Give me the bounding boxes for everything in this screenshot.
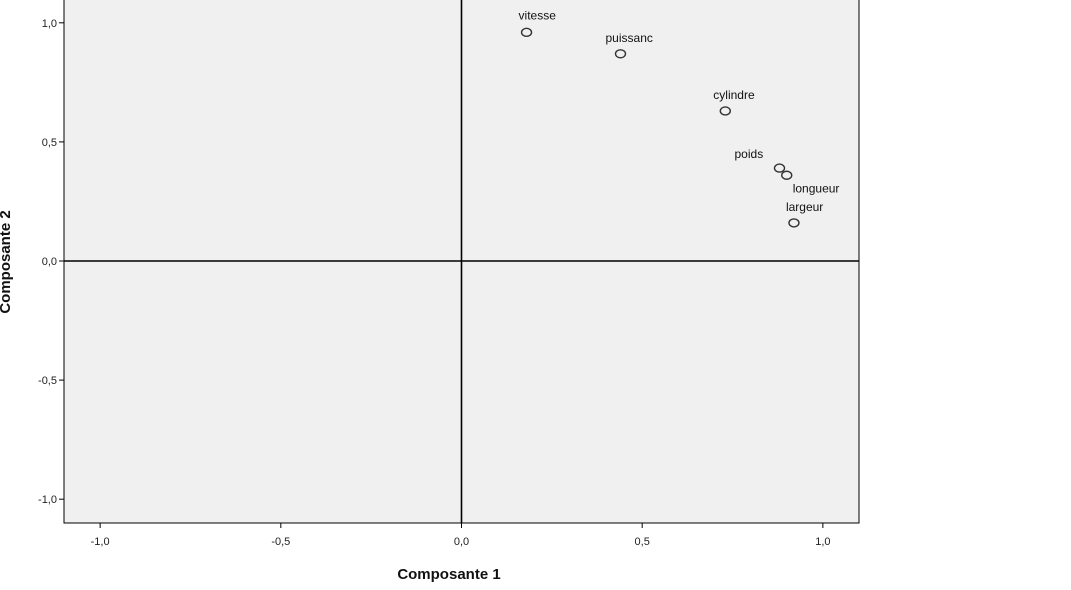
data-point-label: poids [735,147,764,161]
x-axis-ticks: -1,0 -0,5 0,0 0,5 1,0 [91,523,831,548]
data-point-label: cylindre [713,88,755,102]
y-tick-label: 1,0 [42,18,57,30]
data-point-marker [781,170,793,180]
data-point-label: vitesse [519,8,557,22]
data-point-label: largeur [786,200,823,214]
data-point-marker [788,218,800,228]
y-axis-title: Composante 2 [0,210,14,313]
y-tick-label: 0,5 [42,137,57,149]
data-points: vitesse puissanc cylindre poids longueur larg… [519,8,840,228]
y-tick-label: -1,0 [38,494,57,506]
reference-lines [64,0,859,523]
x-axis-title: Composante 1 [397,566,500,583]
x-tick-label: 0,0 [454,536,469,548]
data-point-marker [614,49,627,59]
y-axis-ticks: -1,0 -0,5 0,0 0,5 1,0 [38,18,64,506]
data-point-label: puissanc [606,31,653,45]
y-tick-label: 0,0 [42,256,57,268]
y-tick-label: -0,5 [38,375,57,387]
x-tick-label: 0,5 [635,536,650,548]
x-tick-label: -1,0 [91,536,110,548]
data-point-marker [719,106,731,116]
data-point-marker [773,163,786,173]
data-point-marker [520,27,533,38]
x-tick-label: -0,5 [271,536,290,548]
data-point-label: longueur [793,181,840,195]
x-tick-label: 1,0 [815,536,830,548]
